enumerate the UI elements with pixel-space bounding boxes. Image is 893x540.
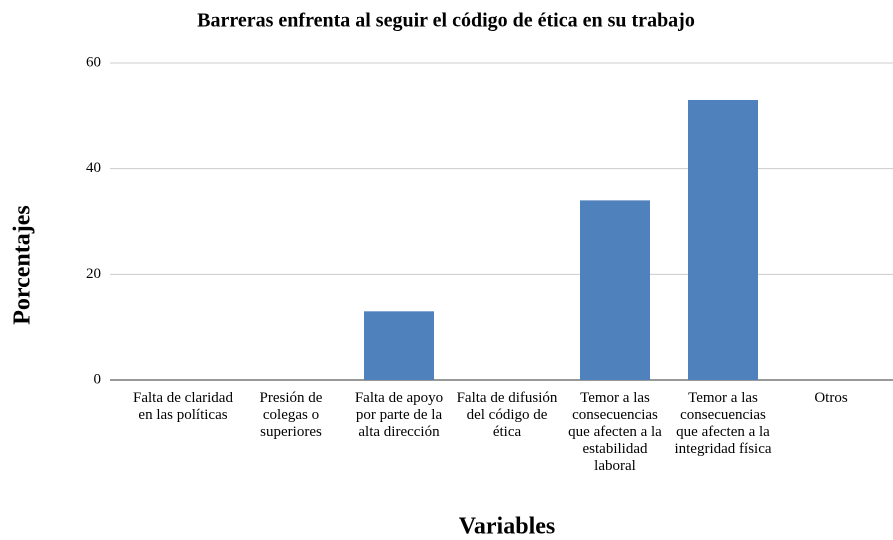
x-axis-label: Variables <box>459 514 555 540</box>
y-tick-label: 0 <box>94 371 102 387</box>
x-tick-label: Falta de apoyo por parte de la alta dire… <box>354 390 444 440</box>
x-tick-label: Otros <box>814 390 848 406</box>
chart-title: Barreras enfrenta al seguir el código de… <box>197 10 695 32</box>
bar <box>688 99 758 380</box>
x-tick-label: Temor a las consecuencias que afecten a … <box>568 390 662 474</box>
bar <box>364 311 434 380</box>
y-axis-label: Porcentajes <box>10 205 36 325</box>
y-tick-label: 40 <box>86 160 101 176</box>
x-tick-label: Falta de difusión del código de ética <box>456 390 558 440</box>
y-tick-label: 20 <box>86 266 101 282</box>
bar <box>580 200 650 380</box>
x-tick-label: Falta de claridad en las políticas <box>133 390 233 423</box>
x-tick-label: Presión de colegas o superiores <box>259 390 323 440</box>
y-tick-label: 60 <box>86 54 101 70</box>
x-tick-label: Temor a las consecuencias que afecten a … <box>674 390 772 457</box>
